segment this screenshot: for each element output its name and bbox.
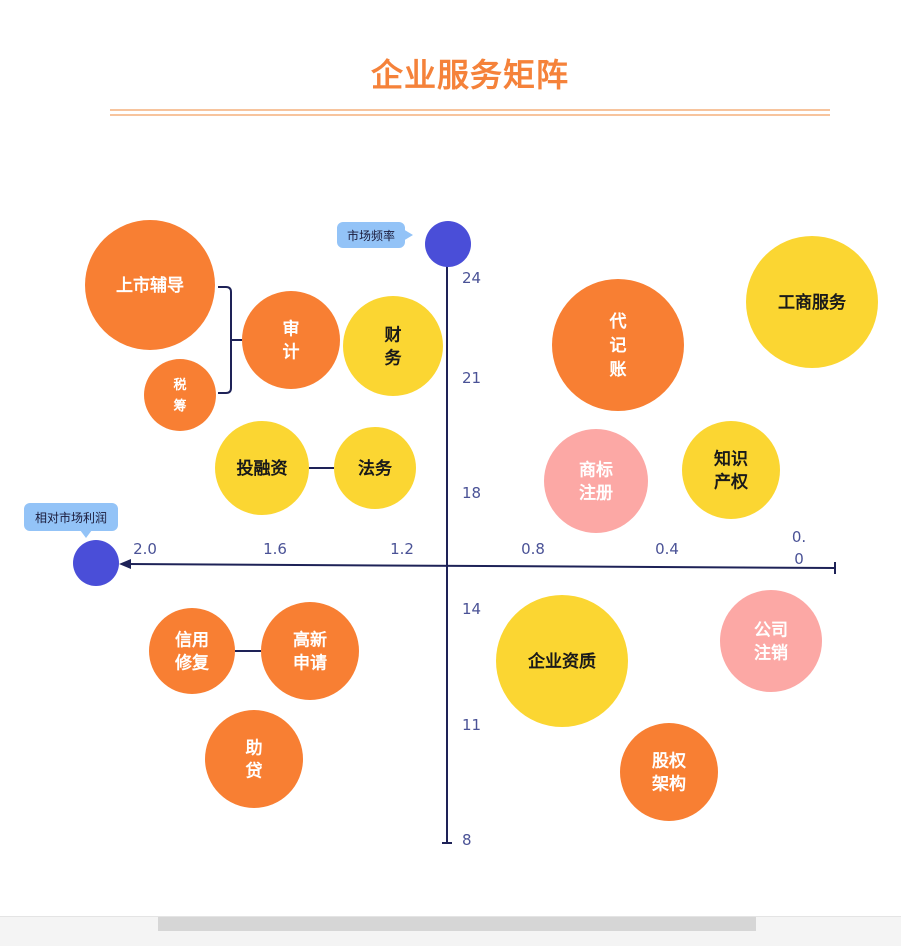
bubble-label: 计 — [283, 342, 300, 363]
bubble-label: 股权 — [652, 751, 687, 772]
x-axis-endpoint-dot[interactable] — [73, 540, 119, 586]
y-tick-label: 8 — [462, 831, 472, 849]
bubble-label: 审 — [283, 319, 300, 340]
y-tick-label: 14 — [462, 600, 481, 618]
bubble-caiwu[interactable]: 财务 — [343, 296, 443, 396]
horizontal-scrollbar[interactable] — [0, 916, 901, 946]
bubble-circle[interactable] — [334, 427, 416, 509]
bubble-circle[interactable] — [682, 421, 780, 519]
bubble-qiye-zizhi[interactable]: 企业资质 — [496, 595, 628, 727]
bubble-label: 贷 — [246, 761, 263, 782]
x-axis-tooltip: 相对市场利润 — [24, 503, 118, 538]
x-axis-tooltip-box — [24, 503, 118, 531]
bubble-label: 法务 — [358, 458, 393, 479]
x-tick-label: 0.4 — [655, 540, 679, 558]
bubble-circle[interactable] — [85, 220, 215, 350]
bubble-label: 架构 — [652, 774, 686, 795]
y-tick-label: 21 — [462, 369, 481, 387]
bubble-label: 助 — [246, 738, 263, 759]
bubble-label: 工商服务 — [778, 292, 847, 313]
x-axis-tick-labels: 2.0 1.6 1.2 0.8 0.4 — [133, 540, 679, 558]
bubble-label: 修复 — [174, 653, 210, 674]
y-axis-tooltip-label: 市场频率 — [347, 228, 395, 243]
y-axis-tick-labels: 24 21 18 14 11 8 — [462, 269, 481, 849]
bubble-circle[interactable] — [552, 279, 684, 411]
bubble-label: 账 — [610, 360, 627, 380]
bubble-label: 申请 — [293, 653, 327, 674]
y-axis-endpoint-dot[interactable] — [425, 221, 471, 267]
bubble-label: 投融资 — [237, 458, 288, 479]
bubble-label: 记 — [610, 336, 627, 356]
bubble-label: 知识 — [713, 449, 748, 470]
x-axis-arrow — [119, 559, 131, 569]
bubble-circle[interactable] — [720, 590, 822, 692]
bubble-daijizhang[interactable]: 代记账 — [552, 279, 684, 411]
bubble-zhudai[interactable]: 助贷 — [205, 710, 303, 808]
bubble-label: 上市辅导 — [116, 275, 184, 296]
title-underline-bottom — [110, 114, 830, 116]
bubble-label: 筹 — [173, 398, 186, 414]
y-tick-label: 11 — [462, 716, 481, 734]
bubble-label: 税 — [173, 377, 186, 393]
y-axis-tooltip-box — [337, 222, 405, 248]
bracket-connector-shenji — [218, 286, 242, 394]
bubble-label: 财 — [384, 325, 402, 346]
y-axis-tooltip: 市场频率 — [337, 222, 413, 248]
bubble-circle[interactable] — [496, 595, 628, 727]
bubble-label: 高新 — [293, 630, 327, 651]
y-axis-tooltip-pointer — [403, 229, 413, 241]
bubble-circle[interactable] — [144, 359, 216, 431]
horizontal-scrollbar-thumb[interactable] — [158, 917, 756, 931]
bubble-circle[interactable] — [620, 723, 718, 821]
y-tick-label: 18 — [462, 484, 481, 502]
bubble-label: 注销 — [754, 643, 788, 664]
bubble-circle[interactable] — [149, 608, 235, 694]
bubble-fawu[interactable]: 法务 — [334, 427, 416, 509]
x-tick-zero-line2: 0 — [794, 550, 804, 568]
bubble-label: 企业资质 — [527, 651, 596, 672]
x-tick-label: 2.0 — [133, 540, 157, 558]
bubble-gongshang-fuwu[interactable]: 工商服务 — [746, 236, 878, 368]
bubble-label: 商标 — [579, 460, 613, 481]
x-axis-tooltip-label: 相对市场利润 — [35, 510, 107, 525]
page-title: 企业服务矩阵 — [370, 56, 569, 94]
x-axis-tooltip-pointer — [80, 530, 92, 538]
bubble-label: 产权 — [714, 472, 749, 493]
bubble-tourongzi[interactable]: 投融资 — [215, 421, 309, 515]
bubble-shuichou[interactable]: 税筹 — [144, 359, 216, 431]
bubble-circle[interactable] — [205, 710, 303, 808]
x-tick-zero-line1: 0. — [792, 528, 806, 546]
y-tick-label: 24 — [462, 269, 481, 287]
bubble-label: 公司 — [754, 621, 788, 641]
bubble-circle[interactable] — [544, 429, 648, 533]
bubble-circle[interactable] — [215, 421, 309, 515]
bubble-label: 代 — [609, 311, 627, 332]
bubble-circle[interactable] — [242, 291, 340, 389]
title-underline-top — [110, 109, 830, 111]
x-tick-label: 1.6 — [263, 540, 287, 558]
bubble-label: 信用 — [175, 630, 209, 651]
bubble-circle[interactable] — [746, 236, 878, 368]
x-tick-label: 0.8 — [521, 540, 545, 558]
bubble-shenji[interactable]: 审计 — [242, 291, 340, 389]
bubble-shangshi-fudao[interactable]: 上市辅导 — [85, 220, 215, 350]
x-axis-line — [121, 563, 836, 569]
bubble-label: 务 — [385, 348, 403, 369]
bubble-circle[interactable] — [343, 296, 443, 396]
bubble-label: 注册 — [579, 483, 613, 504]
bubble-circle[interactable] — [261, 602, 359, 700]
x-tick-label: 1.2 — [390, 540, 414, 558]
